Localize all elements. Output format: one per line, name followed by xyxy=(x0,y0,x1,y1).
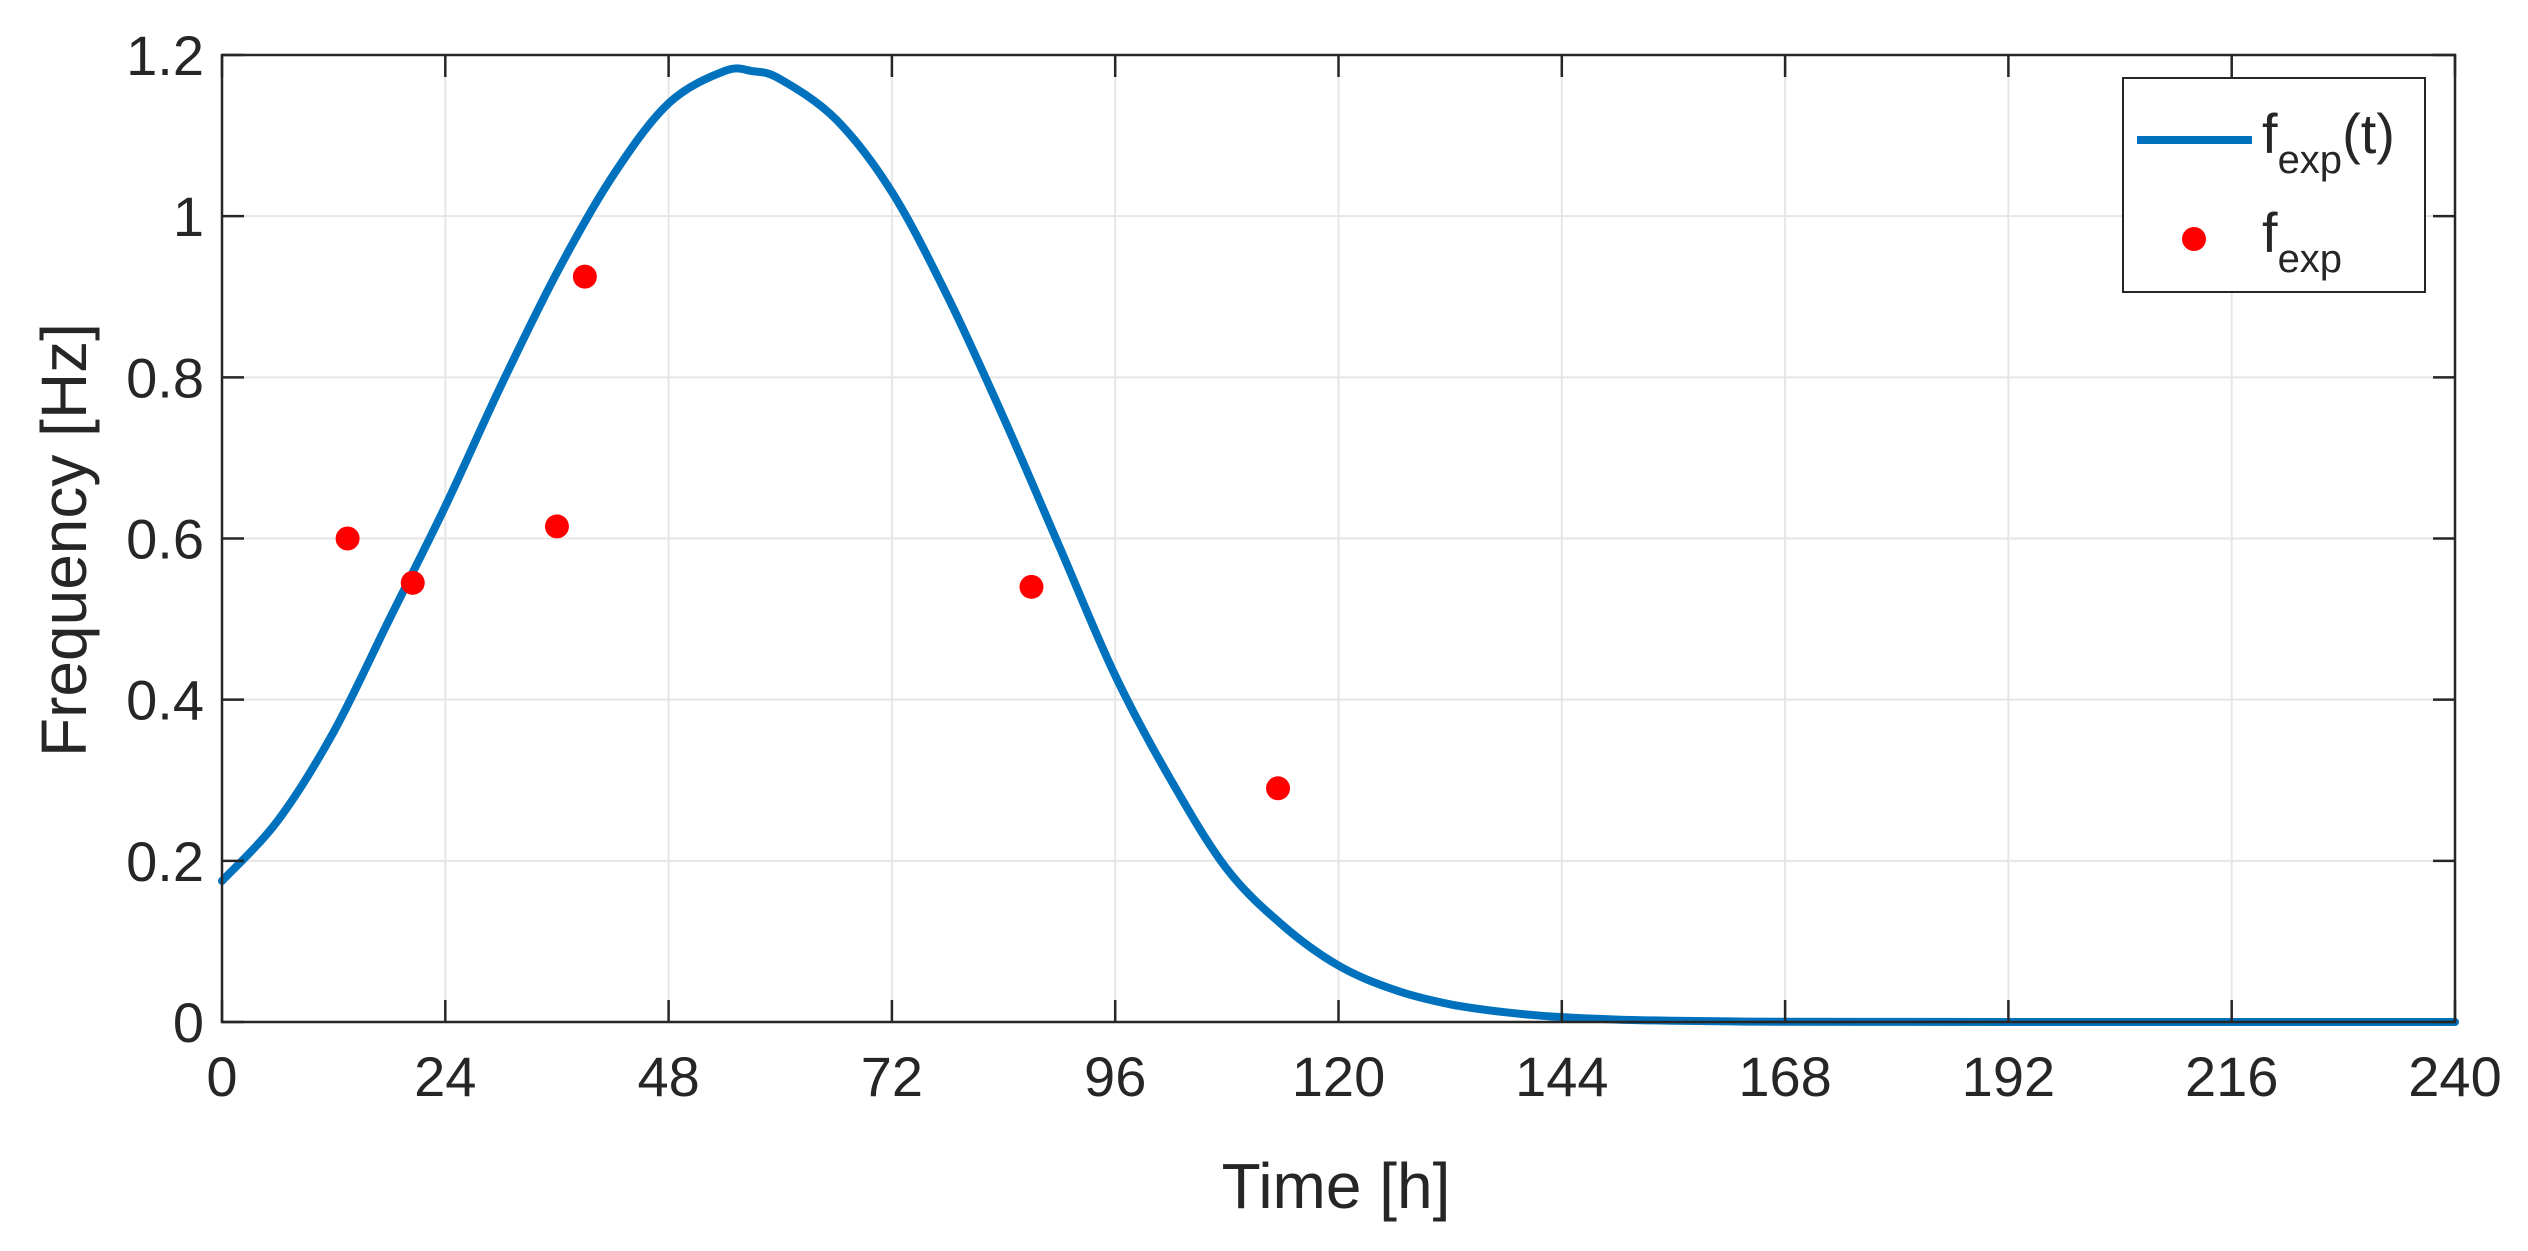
x-tick-label: 168 xyxy=(1738,1045,1831,1108)
y-tick-label: 0 xyxy=(173,991,204,1054)
legend-entry-fexp: fexp xyxy=(2262,201,2342,281)
x-tick-label: 216 xyxy=(2185,1045,2278,1108)
legend-entry-main: f xyxy=(2262,201,2278,264)
y-tick-label: 1 xyxy=(173,185,204,248)
tick-labels: 0 24 48 72 96 120 144 168 192 216 240 0 0.2 0.4 0.6 0.8… xyxy=(126,24,2502,1108)
legend-entry-fexp-t: fexp(t) xyxy=(2262,102,2395,182)
data-point xyxy=(1019,574,1044,599)
legend: fexp(t) fexp xyxy=(2122,77,2426,293)
data-point xyxy=(1266,776,1291,801)
x-tick-label: 120 xyxy=(1292,1045,1385,1108)
x-tick-label: 144 xyxy=(1515,1045,1608,1108)
legend-entry-sub: exp xyxy=(2278,237,2343,281)
y-tick-label: 0.4 xyxy=(126,669,204,732)
data-point xyxy=(572,264,597,289)
y-tick-label: 1.2 xyxy=(126,24,204,87)
x-tick-label: 240 xyxy=(2408,1045,2501,1108)
x-tick-label: 192 xyxy=(1962,1045,2055,1108)
x-tick-label: 48 xyxy=(637,1045,699,1108)
x-tick-label: 96 xyxy=(1084,1045,1146,1108)
legend-marker-swatch xyxy=(2182,227,2206,251)
legend-entry-main: f xyxy=(2262,102,2278,165)
x-axis-label: Time [h] xyxy=(1222,1150,1451,1222)
y-axis-label: Frequency [Hz] xyxy=(28,323,100,757)
data-point xyxy=(335,526,360,551)
y-tick-label: 0.6 xyxy=(126,508,204,571)
data-point xyxy=(400,570,425,595)
x-tick-label: 24 xyxy=(414,1045,476,1108)
axes xyxy=(220,53,2457,1024)
legend-box xyxy=(2122,77,2426,293)
data-point xyxy=(544,514,569,539)
y-tick-label: 0.2 xyxy=(126,830,204,893)
x-tick-label: 0 xyxy=(206,1045,237,1108)
legend-entry-sub: exp xyxy=(2278,138,2343,182)
legend-entry-suffix: (t) xyxy=(2342,102,2395,165)
x-tick-label: 72 xyxy=(861,1045,923,1108)
y-tick-label: 0.8 xyxy=(126,346,204,409)
